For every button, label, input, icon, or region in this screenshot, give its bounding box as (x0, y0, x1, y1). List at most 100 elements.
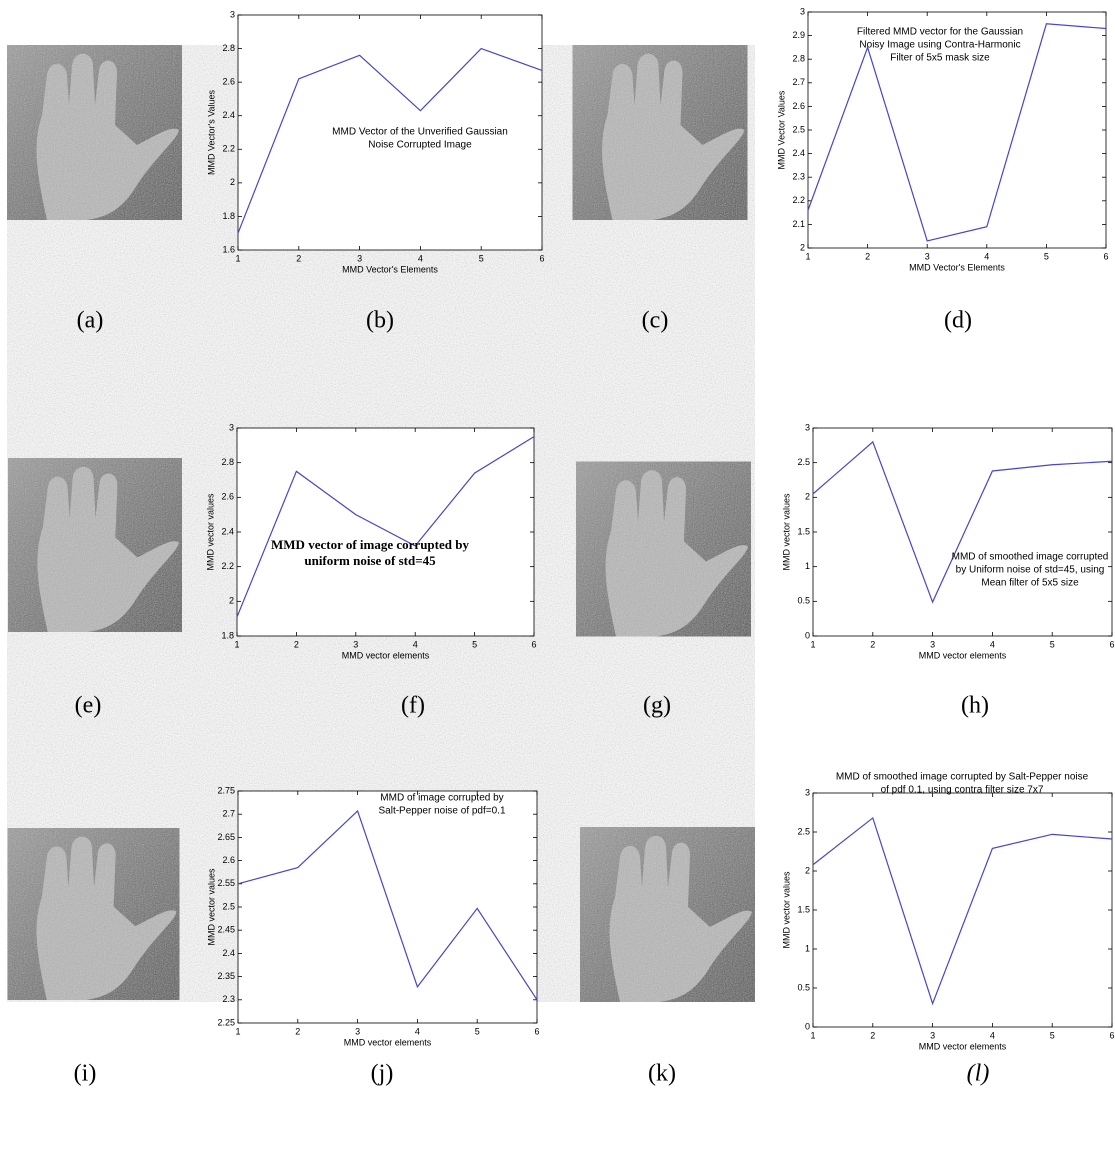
caption: (c) (642, 308, 669, 334)
y-tick-label: 2.75 (217, 785, 235, 795)
y-tick-label: 0 (805, 1021, 810, 1031)
y-tick-label: 1 (805, 561, 810, 571)
y-tick-label: 2.7 (222, 809, 235, 819)
x-tick-label: 2 (295, 1026, 300, 1036)
x-tick-label: 2 (870, 639, 875, 649)
x-tick-label: 6 (1103, 251, 1108, 261)
y-axis-label: MMD Vector's Values (206, 89, 216, 175)
y-tick-label: 2.4 (222, 110, 235, 120)
x-tick-label: 1 (234, 639, 239, 649)
x-tick-label: 6 (531, 639, 536, 649)
y-axis-label: MMD vector values (206, 868, 216, 946)
x-tick-label: 1 (235, 1026, 240, 1036)
y-tick-label: 2.5 (797, 826, 810, 836)
y-tick-label: 1 (805, 943, 810, 953)
caption: (j) (371, 1061, 394, 1087)
y-tick-label: 2.4 (792, 148, 805, 158)
y-tick-label: 2.2 (222, 144, 235, 154)
annotation: Noisy Image using Contra-Harmonic (859, 40, 1020, 51)
x-tick-label: 5 (1044, 251, 1049, 261)
x-tick-label: 5 (475, 1026, 480, 1036)
annotation: Filter of 5x5 mask size (890, 53, 990, 64)
annotation: Noise Corrupted Image (368, 140, 472, 151)
y-tick-label: 3 (229, 422, 234, 432)
y-tick-label: 2 (800, 242, 805, 252)
x-tick-label: 4 (418, 253, 423, 263)
annotation: uniform noise of std=45 (304, 553, 436, 568)
x-tick-label: 6 (1109, 1030, 1114, 1040)
annotation: MMD of image corrupted by (380, 793, 503, 804)
annotation: Mean filter of 5x5 size (981, 578, 1079, 589)
x-tick-label: 1 (805, 251, 810, 261)
y-tick-label: 2.25 (217, 1017, 235, 1027)
y-tick-label: 1.5 (797, 904, 810, 914)
y-tick-label: 2 (229, 596, 234, 606)
y-tick-label: 2 (805, 865, 810, 875)
x-tick-label: 4 (413, 639, 418, 649)
x-tick-label: 3 (930, 639, 935, 649)
y-tick-label: 2.6 (222, 855, 235, 865)
y-tick-label: 2.2 (221, 561, 234, 571)
y-tick-label: 2.5 (222, 901, 235, 911)
x-tick-label: 1 (235, 253, 240, 263)
x-tick-label: 1 (810, 1030, 815, 1040)
plot-frame (237, 428, 534, 636)
x-axis-label: MMD Vector's Elements (342, 264, 438, 274)
y-tick-label: 1.6 (222, 244, 235, 254)
y-tick-label: 1.8 (222, 211, 235, 221)
y-tick-label: 2.45 (217, 925, 235, 935)
plot-frame (813, 428, 1112, 636)
caption: (f) (401, 693, 425, 719)
annotation: Salt-Pepper noise of pdf=0.1 (378, 806, 505, 817)
y-tick-label: 2.8 (222, 43, 235, 53)
plot-frame (238, 791, 537, 1023)
x-tick-label: 6 (534, 1026, 539, 1036)
x-tick-label: 2 (865, 251, 870, 261)
y-tick-label: 2.1 (792, 219, 805, 229)
y-tick-label: 2.6 (792, 101, 805, 111)
y-tick-label: 3 (805, 787, 810, 797)
y-axis-label: MMD vector values (781, 871, 791, 949)
y-tick-label: 1.5 (797, 526, 810, 536)
x-tick-label: 3 (925, 251, 930, 261)
x-tick-label: 6 (1109, 639, 1114, 649)
x-tick-label: 6 (539, 253, 544, 263)
x-tick-label: 4 (990, 639, 995, 649)
x-axis-label: MMD Vector's Elements (909, 262, 1005, 272)
y-tick-label: 1.8 (221, 630, 234, 640)
figure: 1.61.822.22.42.62.83123456MMD Vector's E… (0, 0, 1115, 1149)
caption: (e) (75, 693, 102, 719)
annotation: MMD Vector of the Unverified Gaussian (332, 127, 508, 138)
hand-image (573, 45, 748, 220)
x-tick-label: 2 (870, 1030, 875, 1040)
y-tick-label: 2.55 (217, 878, 235, 888)
y-tick-label: 2.8 (221, 457, 234, 467)
y-tick-label: 2.4 (222, 948, 235, 958)
y-tick-label: 2.3 (222, 994, 235, 1004)
y-axis-label: MMD vector values (781, 493, 791, 571)
x-axis-label: MMD vector elements (344, 1037, 432, 1047)
y-tick-label: 2.35 (217, 971, 235, 981)
annotation: Filtered MMD vector for the Gaussian (857, 27, 1023, 38)
x-tick-label: 4 (990, 1030, 995, 1040)
x-tick-label: 1 (810, 639, 815, 649)
x-tick-label: 4 (415, 1026, 420, 1036)
x-tick-label: 5 (472, 639, 477, 649)
hand-image (8, 828, 180, 1000)
x-axis-label: MMD vector elements (342, 650, 430, 660)
y-tick-label: 3 (805, 422, 810, 432)
annotation: MMD vector of image corrupted by (271, 537, 469, 552)
caption: (b) (366, 308, 394, 334)
plot-frame (813, 793, 1112, 1027)
y-tick-label: 2.5 (792, 124, 805, 134)
annotation: MMD of smoothed image corrupted (952, 552, 1109, 563)
y-tick-label: 2 (230, 177, 235, 187)
x-tick-label: 5 (479, 253, 484, 263)
x-tick-label: 5 (1050, 639, 1055, 649)
y-tick-label: 3 (230, 9, 235, 19)
x-tick-label: 2 (294, 639, 299, 649)
y-axis-label: MMD Vector Values (776, 90, 786, 169)
caption: (a) (77, 308, 104, 334)
caption: (d) (944, 308, 972, 334)
x-tick-label: 5 (1050, 1030, 1055, 1040)
